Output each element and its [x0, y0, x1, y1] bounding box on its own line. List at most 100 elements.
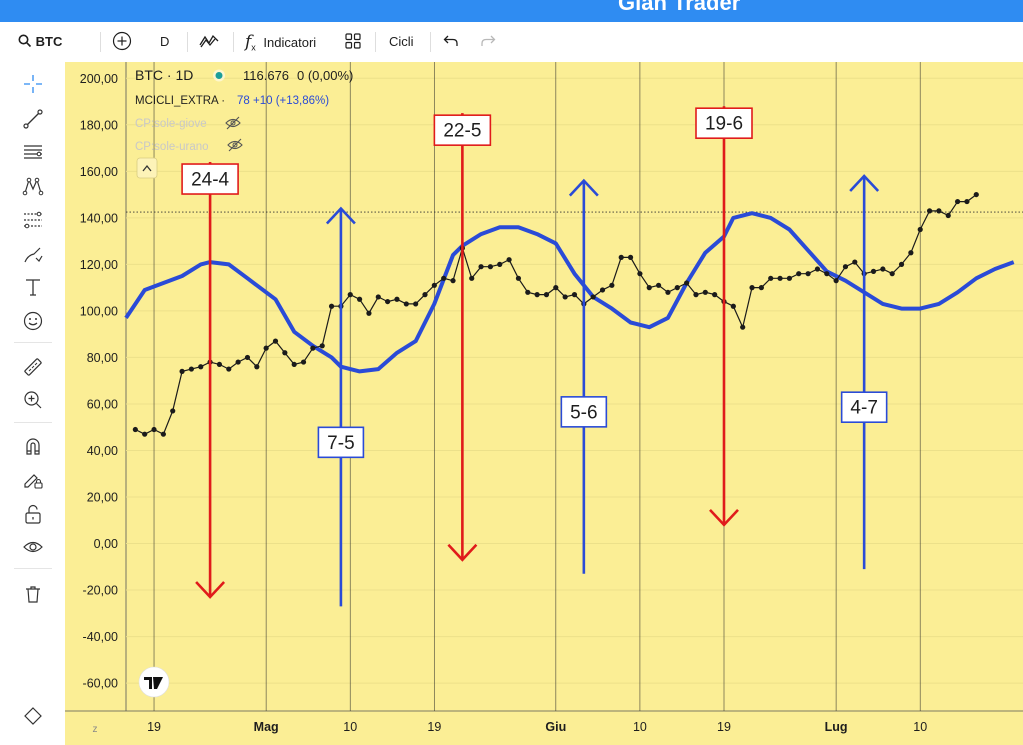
y-tick-label: 0,00: [94, 537, 118, 551]
magnet-icon: [26, 438, 40, 455]
trend-line-tool[interactable]: [20, 107, 46, 131]
zoom-in-icon: [24, 391, 42, 409]
price-point: [562, 294, 568, 300]
ruler-tool[interactable]: [20, 355, 46, 379]
arrow-label-box: [560, 396, 608, 428]
emoji-tool[interactable]: [20, 309, 46, 333]
price-point: [469, 275, 475, 281]
x-tick-label: 10: [343, 720, 357, 734]
horizontal-lines-icon: [24, 145, 42, 159]
price-point: [945, 212, 951, 219]
y-tick-label: 140,00: [80, 211, 118, 225]
price-point: [198, 364, 204, 370]
price-point: [142, 431, 148, 437]
legend-hidden-indicator-1[interactable]: CP:sole-giove: [135, 118, 207, 130]
price-point: [693, 292, 699, 298]
brush-tool[interactable]: [20, 242, 46, 266]
legend-indicator-value: 78 +10 (+13,86%): [237, 95, 329, 107]
brush-icon: [24, 247, 43, 263]
magnet-tool[interactable]: [20, 434, 46, 458]
price-point: [758, 285, 764, 291]
collapse-toolbar-button[interactable]: [20, 704, 46, 728]
price-point: [450, 278, 456, 284]
cycle-arrow-down[interactable]: 24-4: [181, 162, 239, 599]
price-point: [188, 366, 195, 372]
time-scale-panel: [65, 711, 1023, 745]
ruler-icon: [24, 358, 42, 376]
zoom-in-tool[interactable]: [20, 388, 46, 412]
price-point: [973, 191, 979, 198]
tradingview-logo: [138, 666, 170, 698]
arrow-head: [447, 543, 478, 562]
redo-button[interactable]: [480, 22, 496, 62]
price-point: [618, 254, 624, 260]
price-point: [712, 292, 718, 298]
lock-tool[interactable]: [20, 502, 46, 526]
compare-button[interactable]: [112, 22, 132, 62]
y-tick-label: -20,00: [83, 584, 118, 598]
eye-icon: [23, 541, 43, 553]
lock-drawings-tool[interactable]: [20, 468, 46, 492]
price-point: [487, 264, 494, 270]
symbol-search-button[interactable]: BTC: [18, 22, 62, 62]
cycle-arrow-up[interactable]: 4-7: [840, 174, 888, 570]
cycle-arrow-up[interactable]: 5-6: [560, 178, 608, 574]
emoji-icon: [23, 311, 43, 331]
visibility-tool[interactable]: [20, 535, 46, 559]
search-icon: [18, 34, 32, 48]
price-point: [441, 275, 447, 281]
price-point: [609, 282, 615, 288]
price-point: [366, 310, 372, 316]
collapse-legend-button[interactable]: [136, 157, 158, 179]
price-point: [954, 198, 961, 205]
time-axis-corner[interactable]: z: [65, 712, 126, 745]
price-point: [674, 285, 680, 291]
text-tool[interactable]: [20, 275, 46, 299]
cycle-arrow-down[interactable]: 19-6: [695, 106, 753, 527]
app-title: Gian Trader: [618, 0, 741, 15]
undo-button[interactable]: [443, 22, 459, 62]
y-tick-label: 180,00: [80, 118, 118, 132]
cycle-arrow-up[interactable]: 7-5: [317, 206, 365, 607]
cycle-arrow-down[interactable]: 22-5: [433, 113, 492, 562]
price-point: [684, 280, 690, 286]
x-tick-label: 19: [147, 720, 161, 734]
price-point: [889, 271, 895, 277]
chart-type-icon: [199, 34, 219, 48]
price-point: [216, 361, 223, 368]
price-point: [254, 364, 260, 370]
fib-tool[interactable]: [20, 208, 46, 232]
price-point: [702, 289, 708, 295]
price-point: [964, 198, 970, 205]
price-point: [413, 301, 419, 307]
cycles-button[interactable]: Cicli: [389, 34, 414, 49]
pattern-tool[interactable]: [20, 174, 46, 198]
y-tick-label: 120,00: [80, 258, 118, 272]
indicators-label: Indicatori: [263, 35, 317, 50]
y-tick-label: 80,00: [87, 351, 118, 365]
price-point: [282, 350, 288, 356]
price-point: [665, 289, 671, 295]
price-chart[interactable]: 200,00180,00160,00140,00120,00100,0080,0…: [65, 62, 1023, 745]
eye-off-icon[interactable]: [225, 116, 241, 130]
chart-type-button[interactable]: [198, 22, 220, 62]
crosshair-icon: [24, 75, 42, 93]
crosshair-tool[interactable]: [20, 72, 46, 96]
arrow-head: [849, 174, 880, 192]
horizontal-lines-tool[interactable]: [20, 140, 46, 164]
price-point: [908, 250, 914, 256]
plus-circle-icon: [112, 31, 132, 51]
eye-off-icon[interactable]: [227, 138, 243, 152]
price-point: [749, 285, 755, 291]
lock-icon: [25, 504, 41, 524]
top-toolbar: BTC D fx Indicatori Cicli: [0, 22, 1023, 63]
y-tick-label: -40,00: [83, 630, 118, 644]
interval-button[interactable]: D: [160, 34, 170, 49]
market-status-dot: [215, 72, 223, 79]
legend-hidden-indicator-2[interactable]: CP:sole-urano: [135, 141, 209, 153]
delete-tool[interactable]: [20, 582, 46, 606]
price-point: [394, 296, 400, 302]
templates-button[interactable]: [345, 22, 361, 62]
price-point: [160, 431, 166, 437]
indicators-button[interactable]: fx Indicatori: [245, 32, 317, 53]
